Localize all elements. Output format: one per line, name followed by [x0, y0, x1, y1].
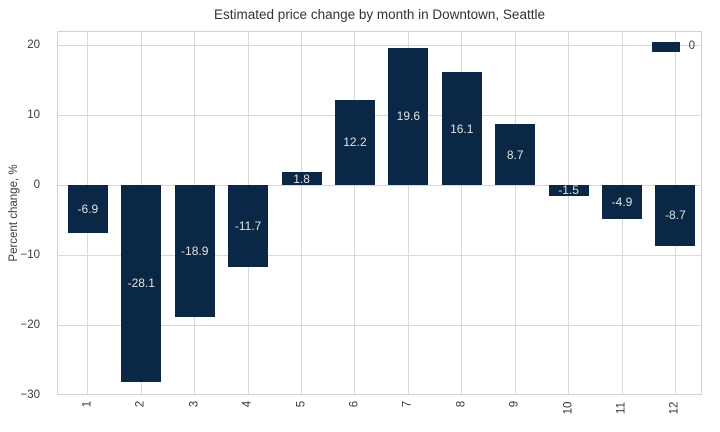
bar-value-label: 16.1 [450, 121, 474, 136]
y-tick-label: −20 [20, 319, 40, 331]
bar [334, 99, 375, 185]
x-tick-label: 11 [615, 401, 628, 414]
gridline-horizontal [57, 114, 702, 116]
y-tick-label: 20 [27, 39, 40, 51]
bar-value-label: -4.9 [611, 195, 633, 210]
bar-value-label: 8.7 [506, 147, 524, 162]
gridline-vertical [461, 31, 463, 395]
plot-area: -6.9 -28.1 -18.9 -11.7 1.8 12.2 19.6 16.1 8.7 -1.… [57, 31, 702, 395]
bar [495, 124, 536, 185]
gridline-vertical [354, 31, 356, 395]
bar [388, 47, 429, 185]
gridline-vertical [514, 31, 516, 395]
gridline-horizontal [57, 184, 702, 186]
gridline-vertical [407, 31, 409, 395]
gridline-vertical [568, 31, 570, 395]
x-tick-label: 6 [348, 401, 361, 408]
legend: 0 [651, 40, 695, 53]
y-tick-label: 0 [33, 179, 40, 191]
gridline-vertical [301, 31, 303, 395]
x-tick-label: 10 [561, 401, 574, 414]
bar-value-label: -8.7 [665, 208, 686, 223]
x-tick-label: 2 [134, 401, 147, 408]
gridline-horizontal [57, 254, 702, 256]
bar-value-label: 1.8 [293, 171, 310, 186]
bar-value-label: -6.9 [77, 202, 99, 217]
y-tick-label: −10 [20, 249, 40, 261]
x-tick-label: 8 [455, 401, 468, 408]
gridline-horizontal [57, 44, 702, 46]
x-tick-label: 4 [241, 401, 254, 408]
gridline-horizontal [57, 324, 702, 326]
bar [121, 185, 162, 382]
chart-title: Estimated price change by month in Downt… [214, 7, 545, 22]
bar [67, 185, 108, 234]
bar-value-label: -28.1 [127, 276, 155, 291]
x-tick-label: 7 [401, 401, 414, 408]
bar-value-label: -18.9 [181, 244, 209, 259]
bar [602, 185, 642, 220]
y-tick-label: 10 [27, 109, 40, 121]
y-tick-label: −30 [20, 389, 40, 401]
bar [228, 185, 269, 267]
bar-value-label: 12.2 [343, 135, 367, 150]
bar-value-label: -11.7 [234, 218, 262, 233]
x-tick-label: 3 [187, 401, 200, 408]
x-tick-label: 12 [668, 401, 681, 414]
bar [655, 185, 696, 246]
bar [548, 185, 589, 196]
legend-label: 0 [688, 40, 695, 52]
bar [281, 172, 322, 185]
bar-value-label: -1.5 [558, 183, 579, 198]
x-tick-label: 9 [508, 401, 521, 408]
bar-value-label: 19.6 [396, 109, 421, 124]
bar [441, 72, 482, 185]
bar [174, 185, 215, 318]
x-tick-label: 1 [81, 401, 94, 408]
x-tick-label: 5 [294, 401, 307, 408]
legend-swatch [651, 41, 680, 52]
